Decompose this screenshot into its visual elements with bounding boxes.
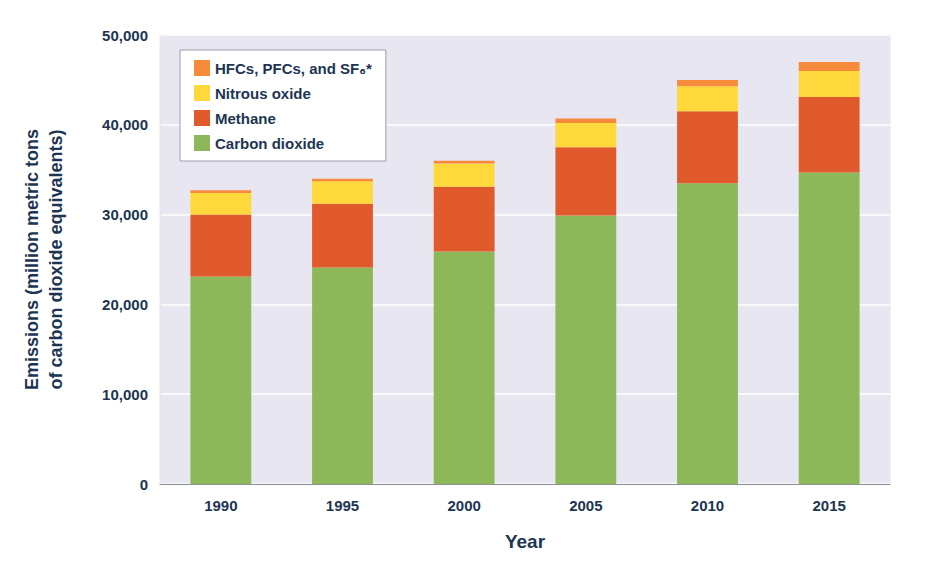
svg-text:1995: 1995 (326, 497, 359, 514)
svg-text:40,000: 40,000 (102, 116, 148, 133)
svg-text:Methane: Methane (215, 110, 276, 127)
svg-text:20,000: 20,000 (102, 296, 148, 313)
svg-text:50,000: 50,000 (102, 27, 148, 44)
svg-text:Nitrous oxide: Nitrous oxide (215, 85, 311, 102)
svg-text:2005: 2005 (569, 497, 602, 514)
svg-text:10,000: 10,000 (102, 386, 148, 403)
svg-text:HFCs, PFCs, and SF₆*: HFCs, PFCs, and SF₆* (215, 60, 372, 77)
svg-text:2010: 2010 (691, 497, 724, 514)
svg-text:30,000: 30,000 (102, 206, 148, 223)
svg-text:0: 0 (140, 476, 148, 493)
svg-text:2000: 2000 (447, 497, 480, 514)
svg-text:Emissions (million metric tons: Emissions (million metric tons (22, 129, 42, 390)
svg-text:1990: 1990 (204, 497, 237, 514)
svg-text:Carbon dioxide: Carbon dioxide (215, 135, 324, 152)
svg-text:Year: Year (505, 531, 546, 552)
svg-text:of carbon dioxide equivalents): of carbon dioxide equivalents) (46, 129, 66, 389)
svg-text:2015: 2015 (812, 497, 845, 514)
